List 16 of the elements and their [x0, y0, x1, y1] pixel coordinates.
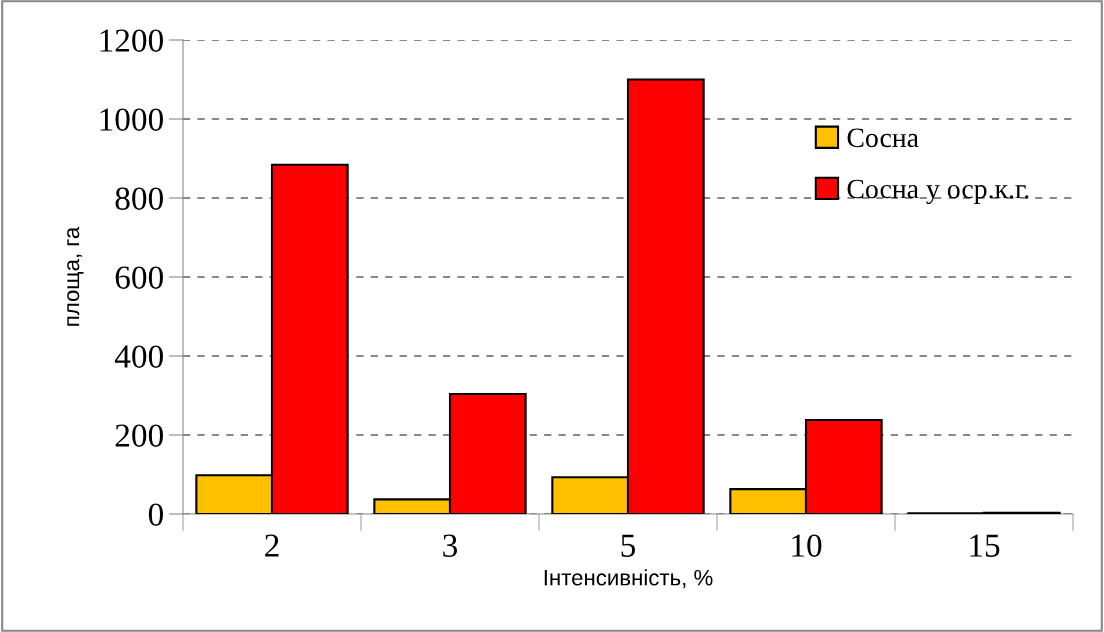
x-tick-label: 10	[792, 534, 822, 557]
y-tick-label: 0	[148, 503, 163, 526]
y-tick-label: 400	[114, 345, 163, 368]
x-axis-title: Інтенсивність, %	[544, 569, 713, 589]
x-tick-label: 3	[443, 534, 458, 557]
legend-label: Сосна у оср.к.г.	[847, 179, 1029, 205]
y-tick-label: 600	[115, 266, 163, 289]
x-tick-label: 2	[265, 534, 279, 557]
legend-label: Сосна	[847, 128, 919, 148]
y-tick-label: 800	[115, 187, 163, 210]
y-axis-title: площа, га	[67, 226, 84, 326]
y-tick-label: 200	[115, 424, 163, 447]
x-tick-label: 15	[970, 534, 1000, 557]
y-tick-label: 1000	[100, 108, 163, 131]
x-tick-label: 5	[621, 534, 636, 557]
y-tick-label: 1200	[100, 29, 163, 52]
